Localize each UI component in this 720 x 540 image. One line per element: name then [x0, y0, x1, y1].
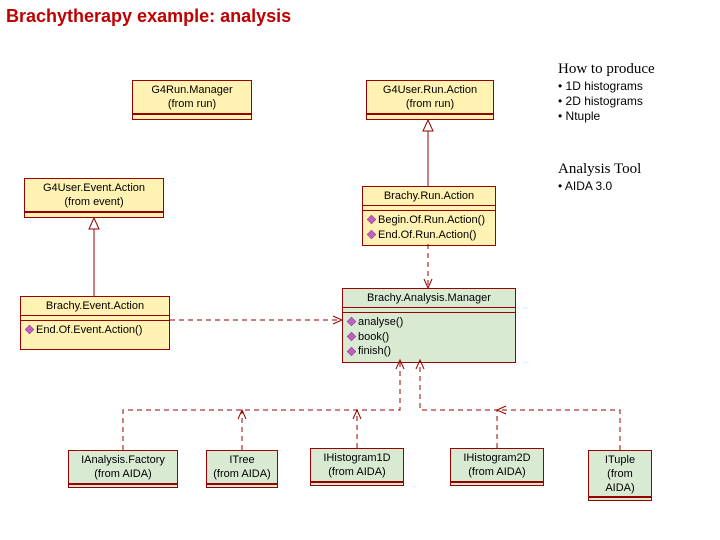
side-bullet: • 2D histograms: [558, 94, 655, 109]
side-heading: Analysis Tool: [558, 160, 641, 179]
side-bullet: • Ntuple: [558, 109, 655, 124]
page-title: Brachytherapy example: analysis: [6, 6, 291, 27]
uml-class-g4usereventaction: G4User.Event.Action(from event): [24, 178, 164, 218]
side-bullet: • AIDA 3.0: [558, 179, 641, 194]
class-header: IHistogram2D(from AIDA): [451, 449, 543, 482]
uml-class-ihist1d: IHistogram1D(from AIDA): [310, 448, 404, 486]
class-members: Begin.Of.Run.Action()End.Of.Run.Action(): [363, 211, 495, 246]
class-header: IHistogram1D(from AIDA): [311, 449, 403, 482]
uml-class-brachyanalysismanager: Brachy.Analysis.Manager analyse()book()fi…: [342, 288, 516, 363]
class-header: G4User.Run.Action(from run): [367, 81, 493, 114]
class-header: Brachy.Run.Action: [363, 187, 495, 206]
class-header: IAnalysis.Factory(from AIDA): [69, 451, 177, 484]
uml-class-brachyeventaction: Brachy.Event.Action End.Of.Event.Action(): [20, 296, 170, 350]
class-header: ITree(from AIDA): [207, 451, 277, 484]
class-members: analyse()book()finish(): [343, 313, 515, 363]
diagram-canvas: Brachytherapy example: analysis How to p…: [0, 0, 720, 540]
class-header: G4Run.Manager(from run): [133, 81, 251, 114]
uml-class-itree: ITree(from AIDA): [206, 450, 278, 488]
class-header: G4User.Event.Action(from event): [25, 179, 163, 212]
class-header: ITuple(from AIDA): [589, 451, 651, 497]
uml-class-ihist2d: IHistogram2D(from AIDA): [450, 448, 544, 486]
uml-class-ianalysisfactory: IAnalysis.Factory(from AIDA): [68, 450, 178, 488]
uml-class-ituple: ITuple(from AIDA): [588, 450, 652, 501]
uml-class-g4userrunaction: G4User.Run.Action(from run): [366, 80, 494, 120]
side-bullet: • 1D histograms: [558, 79, 655, 94]
uml-class-brachyrunaction: Brachy.Run.Action Begin.Of.Run.Action()En…: [362, 186, 496, 246]
uml-class-g4runmanager: G4Run.Manager(from run): [132, 80, 252, 120]
class-header: Brachy.Analysis.Manager: [343, 289, 515, 308]
class-header: Brachy.Event.Action: [21, 297, 169, 316]
side-heading: How to produce: [558, 60, 655, 79]
class-members: End.Of.Event.Action(): [21, 321, 169, 341]
